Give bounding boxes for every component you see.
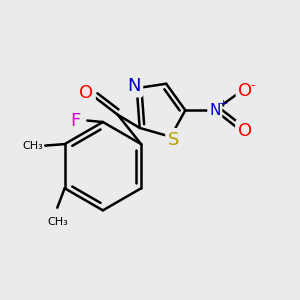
Text: S: S bbox=[168, 131, 179, 149]
Text: O: O bbox=[79, 84, 93, 102]
Text: CH₃: CH₃ bbox=[47, 218, 68, 227]
Text: F: F bbox=[70, 112, 81, 130]
Text: O: O bbox=[238, 122, 252, 140]
Text: N: N bbox=[127, 77, 141, 95]
Text: +: + bbox=[219, 99, 228, 109]
Text: O: O bbox=[238, 82, 252, 100]
Text: -: - bbox=[251, 79, 255, 92]
Text: CH₃: CH₃ bbox=[22, 141, 43, 151]
Text: N: N bbox=[209, 103, 220, 118]
